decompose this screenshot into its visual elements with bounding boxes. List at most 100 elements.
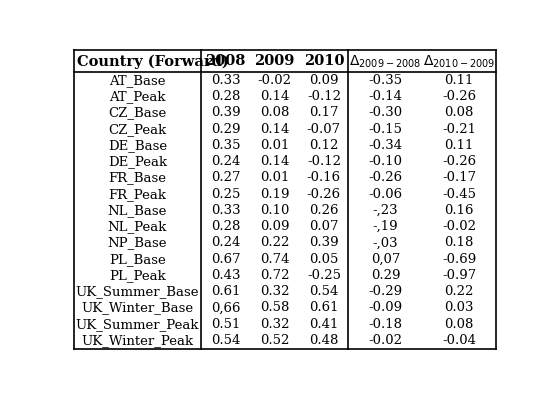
Text: 0.58: 0.58 <box>260 301 289 314</box>
Text: 0.16: 0.16 <box>444 204 474 217</box>
Text: 0.39: 0.39 <box>211 107 240 119</box>
Text: 0.54: 0.54 <box>211 334 240 347</box>
Text: 0.61: 0.61 <box>211 285 240 298</box>
Text: NL_Peak: NL_Peak <box>108 220 167 233</box>
Text: -0.15: -0.15 <box>369 123 403 136</box>
Text: 2009: 2009 <box>255 55 295 68</box>
Text: 0.10: 0.10 <box>260 204 289 217</box>
Text: 0.14: 0.14 <box>260 155 289 168</box>
Text: -0.34: -0.34 <box>368 139 403 152</box>
Text: 0.67: 0.67 <box>211 253 240 266</box>
Text: DE_Base: DE_Base <box>108 139 167 152</box>
Text: 0.28: 0.28 <box>211 90 240 103</box>
Text: -0.02: -0.02 <box>369 334 403 347</box>
Text: -0.97: -0.97 <box>442 269 476 282</box>
Text: PL_Base: PL_Base <box>109 253 166 266</box>
Text: -0.02: -0.02 <box>257 74 292 87</box>
Text: -0.12: -0.12 <box>307 90 341 103</box>
Text: 0.11: 0.11 <box>444 74 474 87</box>
Text: 0.14: 0.14 <box>260 90 289 103</box>
Text: 0.54: 0.54 <box>309 285 339 298</box>
Text: -0.26: -0.26 <box>442 155 476 168</box>
Text: 0.29: 0.29 <box>211 123 240 136</box>
Text: 0.22: 0.22 <box>260 237 289 249</box>
Text: 0.03: 0.03 <box>444 301 474 314</box>
Text: 0.33: 0.33 <box>211 204 240 217</box>
Text: -0.30: -0.30 <box>368 107 403 119</box>
Text: 0.11: 0.11 <box>444 139 474 152</box>
Text: -0.29: -0.29 <box>368 285 403 298</box>
Text: 0.24: 0.24 <box>211 155 240 168</box>
Text: -0.26: -0.26 <box>307 188 341 201</box>
Text: AT_Base: AT_Base <box>109 74 166 87</box>
Text: 0.01: 0.01 <box>260 171 289 184</box>
Text: UK_Winter_Base: UK_Winter_Base <box>81 301 193 314</box>
Text: 0.26: 0.26 <box>309 204 339 217</box>
Text: AT_Peak: AT_Peak <box>109 90 166 103</box>
Text: -0.35: -0.35 <box>368 74 403 87</box>
Text: 0.33: 0.33 <box>211 74 240 87</box>
Text: 0.41: 0.41 <box>309 318 339 331</box>
Text: 0.28: 0.28 <box>211 220 240 233</box>
Text: -0.10: -0.10 <box>369 155 403 168</box>
Text: 2010: 2010 <box>304 55 344 68</box>
Text: 0,66: 0,66 <box>211 301 240 314</box>
Text: 0.19: 0.19 <box>260 188 290 201</box>
Text: 0.35: 0.35 <box>211 139 240 152</box>
Text: -,19: -,19 <box>373 220 398 233</box>
Text: 0.32: 0.32 <box>260 318 290 331</box>
Text: 0.08: 0.08 <box>260 107 289 119</box>
Text: -0.45: -0.45 <box>442 188 476 201</box>
Text: -0.25: -0.25 <box>307 269 341 282</box>
Text: 0,07: 0,07 <box>371 253 400 266</box>
Text: 0.32: 0.32 <box>260 285 290 298</box>
Text: 0.43: 0.43 <box>211 269 240 282</box>
Text: 0.61: 0.61 <box>309 301 339 314</box>
Text: 0.09: 0.09 <box>309 74 339 87</box>
Text: FR_Peak: FR_Peak <box>108 188 166 201</box>
Text: UK_Winter_Peak: UK_Winter_Peak <box>81 334 193 347</box>
Text: -,03: -,03 <box>373 237 398 249</box>
Text: $\Delta_{2009-2008}$: $\Delta_{2009-2008}$ <box>349 53 421 70</box>
Text: -,23: -,23 <box>373 204 398 217</box>
Text: UK_Summer_Base: UK_Summer_Base <box>76 285 199 298</box>
Text: 0.17: 0.17 <box>309 107 339 119</box>
Text: 0.08: 0.08 <box>444 318 474 331</box>
Text: DE_Peak: DE_Peak <box>108 155 167 168</box>
Text: 0.74: 0.74 <box>260 253 290 266</box>
Text: 0.51: 0.51 <box>211 318 240 331</box>
Text: NL_Base: NL_Base <box>108 204 167 217</box>
Text: 0.48: 0.48 <box>309 334 339 347</box>
Text: 2008: 2008 <box>205 55 246 68</box>
Text: -0.14: -0.14 <box>369 90 403 103</box>
Text: -0.18: -0.18 <box>369 318 403 331</box>
Text: 0.12: 0.12 <box>309 139 339 152</box>
Text: -0.06: -0.06 <box>368 188 403 201</box>
Text: 0.22: 0.22 <box>444 285 474 298</box>
Text: -0.12: -0.12 <box>307 155 341 168</box>
Text: -0.17: -0.17 <box>442 171 476 184</box>
Text: -0.16: -0.16 <box>307 171 341 184</box>
Text: 0.05: 0.05 <box>309 253 339 266</box>
Text: CZ_Base: CZ_Base <box>108 107 166 119</box>
Text: PL_Peak: PL_Peak <box>109 269 166 282</box>
Text: 0.09: 0.09 <box>260 220 290 233</box>
Text: 0.07: 0.07 <box>309 220 339 233</box>
Text: CZ_Peak: CZ_Peak <box>108 123 166 136</box>
Text: -0.26: -0.26 <box>368 171 403 184</box>
Text: 0.14: 0.14 <box>260 123 289 136</box>
Text: NP_Base: NP_Base <box>108 237 167 249</box>
Text: -0.26: -0.26 <box>442 90 476 103</box>
Text: 0.29: 0.29 <box>371 269 400 282</box>
Text: UK_Summer_Peak: UK_Summer_Peak <box>76 318 199 331</box>
Text: 0.01: 0.01 <box>260 139 289 152</box>
Text: $\Delta_{2010-2009}$: $\Delta_{2010-2009}$ <box>423 53 495 70</box>
Text: -0.07: -0.07 <box>307 123 341 136</box>
Text: 0.39: 0.39 <box>309 237 339 249</box>
Text: Country (Forward): Country (Forward) <box>77 54 229 69</box>
Text: 0.24: 0.24 <box>211 237 240 249</box>
Text: 0.18: 0.18 <box>444 237 474 249</box>
Text: 0.25: 0.25 <box>211 188 240 201</box>
Text: -0.02: -0.02 <box>442 220 476 233</box>
Text: 0.08: 0.08 <box>444 107 474 119</box>
